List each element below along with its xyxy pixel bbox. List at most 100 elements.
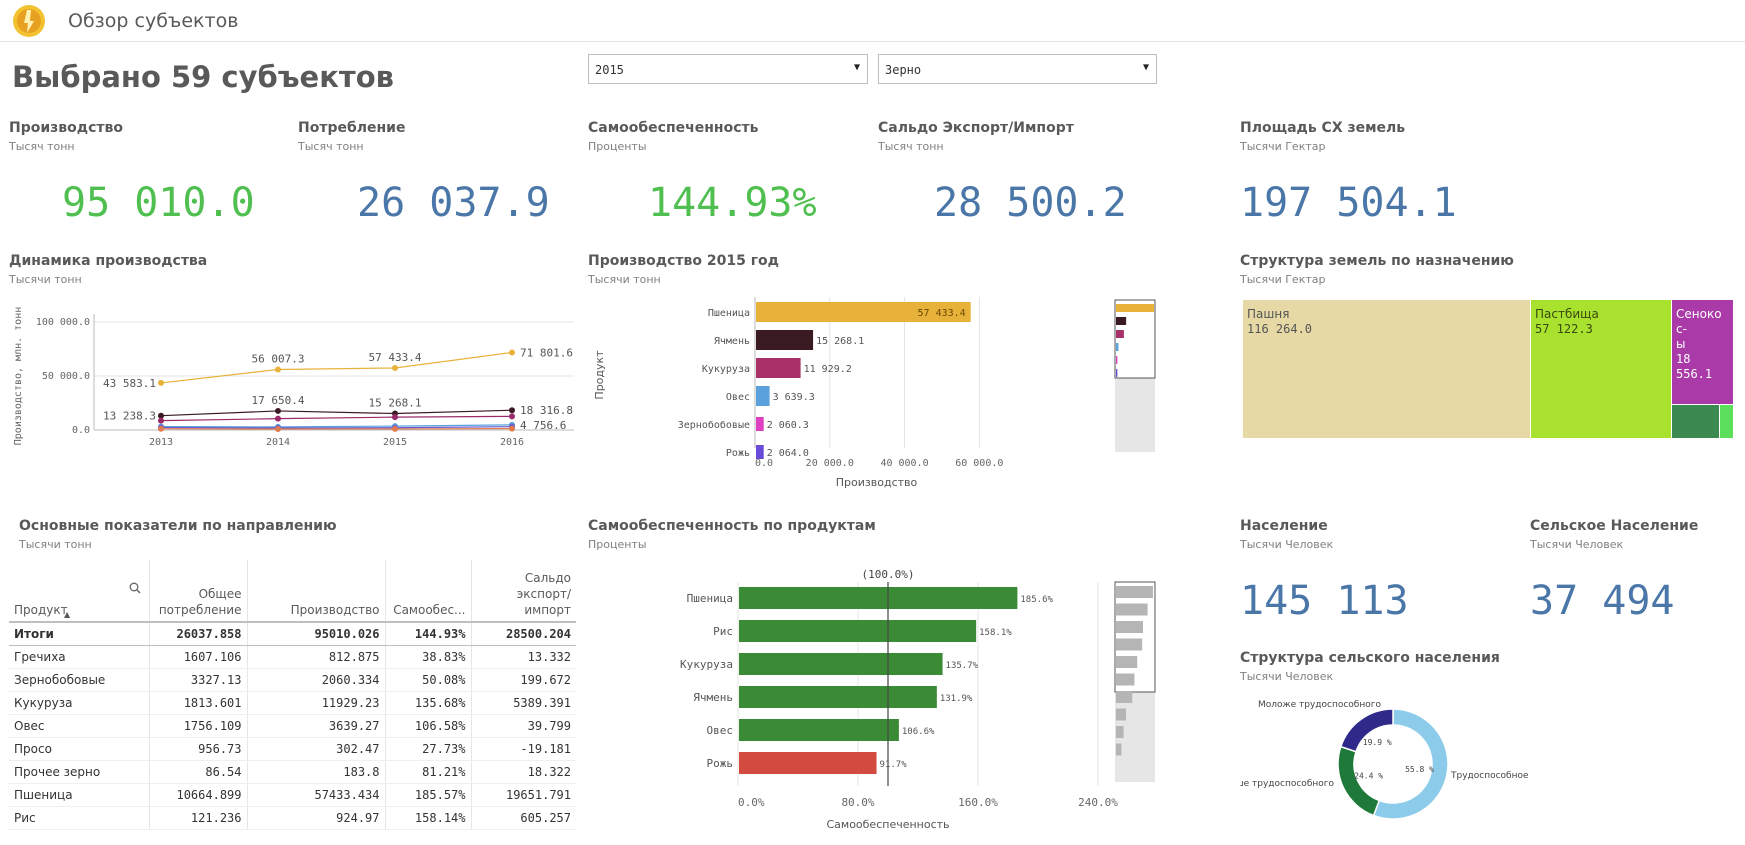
data-label: 3 639.3 xyxy=(773,392,815,403)
treemap-cell-other-1[interactable] xyxy=(1672,405,1719,438)
selection-title: Выбрано 59 субъектов xyxy=(12,60,394,94)
table-row[interactable]: Кукуруза 1813.601 11929.23 135.68% 5389.391 xyxy=(9,691,576,714)
slice-value-label: 24.4 % xyxy=(1354,772,1383,781)
land-structure-treemap[interactable]: Пашня 116 264.0 Пастбища 57 122.3 Сенокос-… xyxy=(1243,300,1733,438)
series-line xyxy=(161,352,512,382)
table-cell: 27.73% xyxy=(385,737,471,760)
treemap-cell-arable[interactable]: Пашня 116 264.0 xyxy=(1243,300,1530,438)
scrollbar-preview-bar xyxy=(1116,586,1153,598)
data-label: 57 433.4 xyxy=(369,351,422,364)
bar xyxy=(739,752,877,774)
rural-population-donut-chart[interactable]: 55.8 % 24.4 % 19.9 % Трудоспособное Старше т… xyxy=(1240,690,1740,840)
kpi-subtitle: Тысячи Человек xyxy=(1240,538,1333,551)
scrollbar-preview-bar xyxy=(1116,709,1126,721)
year-dropdown[interactable]: 2015 ▼ xyxy=(588,54,868,84)
bar xyxy=(756,417,764,431)
data-point xyxy=(275,416,281,422)
main-indicators-table[interactable]: Продукт ▲ Общее потребление Производство… xyxy=(9,560,576,830)
production-dynamics-chart[interactable]: 0.0 50 000.0 100 000.0 2013 2014 2015 2016 Прои… xyxy=(9,300,579,500)
category-label: Рожь xyxy=(726,448,750,459)
treemap-value: 116 264.0 xyxy=(1247,322,1312,336)
app-logo-icon[interactable] xyxy=(12,4,46,38)
data-label: 17 650.4 xyxy=(252,394,305,407)
table-row[interactable]: Прочее зерно 86.54 183.8 81.21% 18.322 xyxy=(9,760,576,783)
table-row[interactable]: Пшеница 10664.899 57433.434 185.57% 19651.79… xyxy=(9,783,576,806)
slice-category-label: Трудоспособное xyxy=(1450,771,1529,781)
production-2015-chart[interactable]: 0.0 20 000.0 40 000.0 60 000.0 Пшеница 57 433… xyxy=(588,292,1158,507)
table-cell: 185.57% xyxy=(385,783,471,806)
slice-value-label: 55.8 % xyxy=(1405,765,1434,774)
table-total-row[interactable]: Итоги 26037.858 95010.026 144.93% 28500.204 xyxy=(9,622,576,645)
table-cell: 57433.434 xyxy=(247,783,385,806)
data-label: 56 007.3 xyxy=(252,353,305,366)
kpi-value: 28 500.2 xyxy=(934,180,1127,226)
data-label: 158.1% xyxy=(979,628,1012,638)
table-row[interactable]: Овес 1756.109 3639.27 106.58% 39.799 xyxy=(9,714,576,737)
kpi-value: 145 113 xyxy=(1240,578,1409,624)
panel-title: Структура земель по назначению xyxy=(1240,253,1514,269)
column-header-product[interactable]: Продукт ▲ xyxy=(9,560,149,622)
self-sufficiency-chart[interactable]: 0.0% 80.0% 160.0% 240.0% Пшеница 185.6% Рис 158… xyxy=(588,556,1158,838)
table-row[interactable]: Зернобобовые 3327.13 2060.334 50.08% 199.672 xyxy=(9,668,576,691)
data-label: 2 060.3 xyxy=(767,420,809,431)
data-point xyxy=(509,413,515,419)
table-cell: 39.799 xyxy=(471,714,576,737)
treemap-label: Пастбища xyxy=(1535,307,1599,321)
panel-subtitle: Тысячи тонн xyxy=(19,538,92,551)
table-cell: 28500.204 xyxy=(471,622,576,645)
x-tick-label: 2016 xyxy=(500,437,524,448)
column-header-label: Самообес... xyxy=(393,603,465,617)
table-cell: 135.68% xyxy=(385,691,471,714)
data-point xyxy=(392,414,398,420)
category-label: Овес xyxy=(726,392,750,403)
scrollbar-preview-bar xyxy=(1116,369,1117,377)
table-row[interactable]: Рис 121.236 924.97 158.14% 605.257 xyxy=(9,806,576,829)
kpi-title: Сальдо Экспорт/Импорт xyxy=(878,120,1074,136)
table-row[interactable]: Гречиха 1607.106 812.875 38.83% 13.332 xyxy=(9,645,576,668)
bar xyxy=(739,587,1017,609)
category-label: Ячмень xyxy=(714,336,750,347)
product-dropdown[interactable]: Зерно ▼ xyxy=(878,54,1157,84)
y-tick-label: 100 000.0 xyxy=(36,317,90,328)
table-cell: 183.8 xyxy=(247,760,385,783)
column-header-balance[interactable]: Сальдо экспорт/ импорт xyxy=(471,560,576,622)
scrollbar-preview-bar xyxy=(1116,621,1143,633)
dropdown-arrow-icon: ▼ xyxy=(1143,62,1149,73)
category-label: Ячмень xyxy=(693,691,733,704)
data-point xyxy=(509,407,515,413)
scrollbar-preview-bar xyxy=(1116,656,1137,668)
column-header-production[interactable]: Производство xyxy=(247,560,385,622)
column-header-consumption[interactable]: Общее потребление xyxy=(149,560,247,622)
data-point xyxy=(392,426,398,432)
table-cell: Зернобобовые xyxy=(9,668,149,691)
treemap-cell-other-2[interactable] xyxy=(1720,405,1733,438)
table-cell: Кукуруза xyxy=(9,691,149,714)
panel-title: Структура сельского населения xyxy=(1240,650,1500,666)
panel-title: Динамика производства xyxy=(9,253,207,269)
data-point xyxy=(392,365,398,371)
kpi-subtitle: Проценты xyxy=(588,140,647,153)
data-label: 106.6% xyxy=(902,727,935,737)
treemap-label: Пашня xyxy=(1247,307,1289,321)
category-label: Рожь xyxy=(707,757,734,770)
search-icon[interactable] xyxy=(129,582,141,594)
kpi-subtitle: Тысячи Человек xyxy=(1530,538,1623,551)
series-line xyxy=(161,416,512,420)
table-cell: 1607.106 xyxy=(149,645,247,668)
data-label: 71 801.6 xyxy=(520,346,573,359)
treemap-cell-hayfields[interactable]: Сенокос-ы 18 556.1 xyxy=(1672,300,1733,404)
table-cell: 81.21% xyxy=(385,760,471,783)
data-label: 91.7% xyxy=(880,760,908,770)
bar xyxy=(739,653,943,675)
data-label: 18 316.8 xyxy=(520,404,573,417)
column-header-label: Сальдо экспорт/ импорт xyxy=(517,571,571,617)
bar xyxy=(756,358,801,378)
treemap-cell-pastures[interactable]: Пастбища 57 122.3 xyxy=(1531,300,1671,438)
table-row[interactable]: Просо 956.73 302.47 27.73% -19.181 xyxy=(9,737,576,760)
kpi-subtitle: Тысячи Гектар xyxy=(1240,140,1325,153)
column-header-self-sufficiency[interactable]: Самообес... xyxy=(385,560,471,622)
table-cell: 50.08% xyxy=(385,668,471,691)
panel-subtitle: Тысячи тонн xyxy=(588,273,661,286)
table-cell: 95010.026 xyxy=(247,622,385,645)
kpi-title: Производство xyxy=(9,120,123,136)
